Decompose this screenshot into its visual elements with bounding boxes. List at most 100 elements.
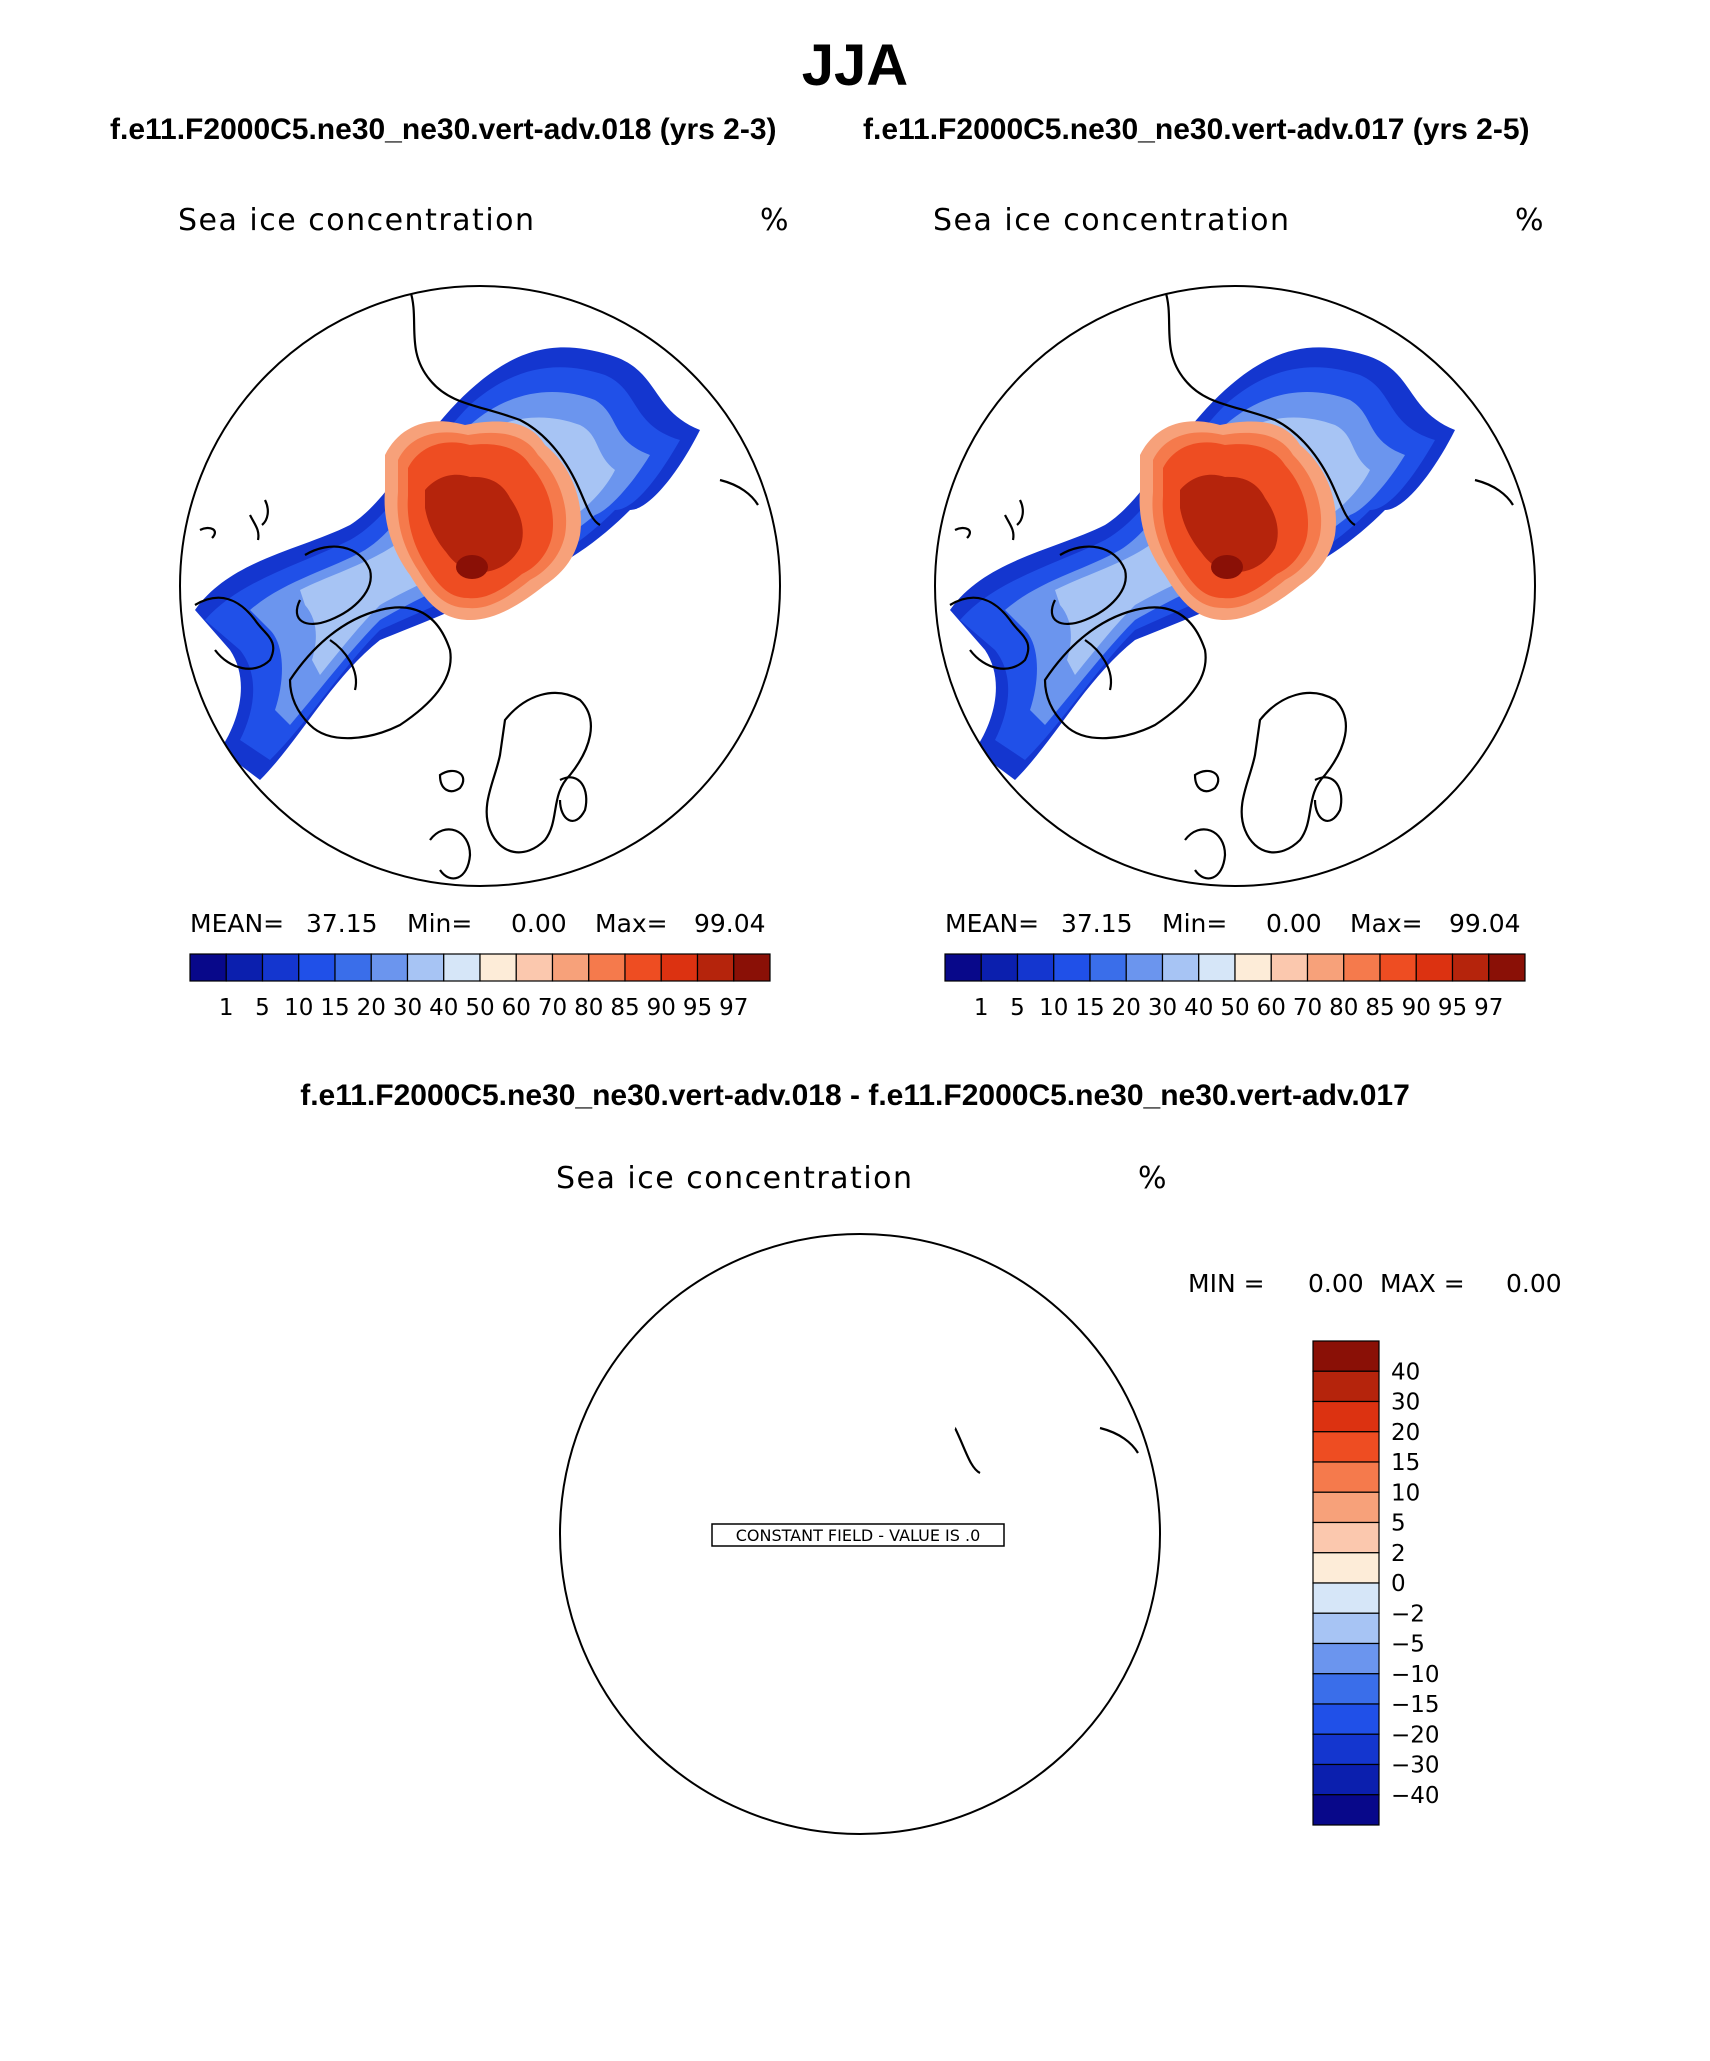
panel-case-left: Sea ice concentration % MEAN= 37.15 Min=…: [178, 203, 789, 1021]
colorbar-swatch: [1198, 953, 1236, 982]
constant-field-box: [711, 1523, 1005, 1547]
colorbar-tick-label: 95: [683, 995, 712, 1021]
colorbar-tick-label: 70: [1293, 995, 1322, 1021]
colorbar-tick-label: 2: [1391, 1541, 1406, 1567]
colorbar-swatch: [1312, 1763, 1380, 1796]
colorbar-tick-label: 5: [1010, 995, 1025, 1021]
max-value: 0.00: [1506, 1269, 1562, 1298]
colorbar-swatch: [1312, 1340, 1380, 1372]
colorbar-tick-label: −2: [1391, 1601, 1425, 1627]
colorbar-tick-label: −30: [1391, 1753, 1440, 1779]
coastlines: [940, 1222, 1139, 1802]
mean-label: MEAN=: [190, 909, 284, 938]
colorbar-tick-label: 5: [255, 995, 270, 1021]
colorbar-tick-label: 20: [357, 995, 386, 1021]
colorbar-swatch: [189, 953, 227, 982]
colorbar: 1 5 10 15 20 30 40 50 60 70 80 85 90 95 97: [189, 953, 771, 1021]
colorbar-tick-label: 50: [465, 995, 494, 1021]
colorbar-swatch: [515, 953, 554, 982]
colorbar-swatch: [1312, 1521, 1380, 1554]
colorbar-swatch: [1415, 953, 1454, 982]
colorbar-swatch: [1451, 953, 1490, 982]
panel-difference: Sea ice concentration % CONSTANT FIELD -…: [556, 1161, 1562, 1835]
ice-contour-97: [1211, 555, 1243, 579]
colorbar-tick-label: −40: [1391, 1783, 1440, 1809]
ice-contour-97: [456, 555, 488, 579]
colorbar-tick-label: 60: [502, 995, 531, 1021]
colorbar-tick-label: 30: [1391, 1390, 1420, 1416]
mean-label: MEAN=: [945, 909, 1039, 938]
colorbar-tick-label: −20: [1391, 1722, 1440, 1748]
max-label: Max=: [595, 909, 668, 938]
min-value: 0.00: [511, 909, 567, 938]
colorbar-tick-label: 90: [1402, 995, 1431, 1021]
colorbar-swatch: [1488, 953, 1526, 982]
difference-title: f.e11.F2000C5.ne30_ne30.vert-adv.018 - f…: [300, 1079, 1410, 1112]
colorbar-swatch: [1161, 953, 1200, 982]
colorbar-tick-label: 10: [1039, 995, 1068, 1021]
colorbar-swatch: [944, 953, 982, 982]
colorbar-swatch: [1312, 1673, 1380, 1705]
ice-field: [195, 347, 700, 780]
colorbar-tick-label: 5: [1391, 1511, 1406, 1537]
colorbar-swatch: [1312, 1612, 1380, 1645]
colorbar-tick-label: 85: [610, 995, 639, 1021]
max-value: 99.04: [694, 909, 766, 938]
colorbar-swatch: [225, 953, 264, 982]
colorbar-swatch: [1312, 1400, 1380, 1433]
colorbar-tick-label: 50: [1220, 995, 1249, 1021]
colorbar-swatch: [1312, 1733, 1380, 1766]
colorbar-tick-label: 60: [1257, 995, 1286, 1021]
colorbar-tick-label: 80: [1329, 995, 1358, 1021]
colorbar-swatch: [1312, 1461, 1380, 1493]
panel-title: Sea ice concentration: [556, 1161, 914, 1196]
min-label: Min=: [1162, 909, 1227, 938]
colorbar-tick-label: 30: [1148, 995, 1177, 1021]
colorbar-swatch: [1125, 953, 1164, 982]
mean-value: 37.15: [1061, 909, 1133, 938]
map-boundary: [934, 285, 1536, 887]
colorbar-swatch: [298, 953, 336, 982]
panel-title: Sea ice concentration: [933, 203, 1291, 238]
colorbar: 1 5 10 15 20 30 40 50 60 70 80 85 90 95 97: [944, 953, 1526, 1021]
coastlines: [949, 286, 1514, 880]
constant-field-label: CONSTANT FIELD - VALUE IS .0: [736, 1526, 981, 1545]
colorbar-swatch: [1312, 1794, 1380, 1826]
colorbar-tick-label: 40: [1391, 1359, 1420, 1385]
colorbar-tick-label: 97: [719, 995, 748, 1021]
panel-units: %: [1138, 1161, 1167, 1196]
colorbar-tick-label: 95: [1438, 995, 1467, 1021]
min-label: MIN =: [1188, 1269, 1265, 1298]
panel-units: %: [1515, 203, 1544, 238]
colorbar-tick-label: −5: [1391, 1632, 1425, 1658]
colorbar-swatch: [1312, 1370, 1380, 1403]
map-boundary: [559, 1233, 1161, 1835]
colorbar-tick-label: 15: [1075, 995, 1104, 1021]
colorbar-swatch: [696, 953, 735, 982]
colorbar-swatch: [1379, 953, 1417, 982]
colorbar-tick-label: −15: [1391, 1692, 1440, 1718]
colorbar-tick-label: 80: [574, 995, 603, 1021]
colorbar-tick-label: 30: [393, 995, 422, 1021]
colorbar-swatch: [624, 953, 662, 982]
colorbar-swatch: [1312, 1642, 1380, 1675]
colorbar-swatch: [980, 953, 1019, 982]
colorbar-swatch: [1312, 1552, 1380, 1584]
min-value: 0.00: [1308, 1269, 1364, 1298]
figure-title: JJA: [801, 33, 909, 98]
colorbar-swatch: [1306, 953, 1345, 982]
colorbar-swatch: [1270, 953, 1309, 982]
colorbar-swatch: [1053, 953, 1091, 982]
colorbar-tick-label: 15: [1391, 1450, 1420, 1476]
colorbar-tick-label: 97: [1474, 995, 1503, 1021]
mean-value: 37.15: [306, 909, 378, 938]
panel-case-right: Sea ice concentration % MEAN= 37.15 Min=…: [933, 203, 1544, 1021]
colorbar-swatch: [1016, 953, 1055, 982]
colorbar-tick-label: 20: [1112, 995, 1141, 1021]
colorbar-tick-label: 1: [974, 995, 989, 1021]
colorbar-tick-label: 15: [320, 995, 349, 1021]
min-value: 0.00: [1266, 909, 1322, 938]
max-label: Max=: [1350, 909, 1423, 938]
colorbar-swatch: [1234, 953, 1272, 982]
